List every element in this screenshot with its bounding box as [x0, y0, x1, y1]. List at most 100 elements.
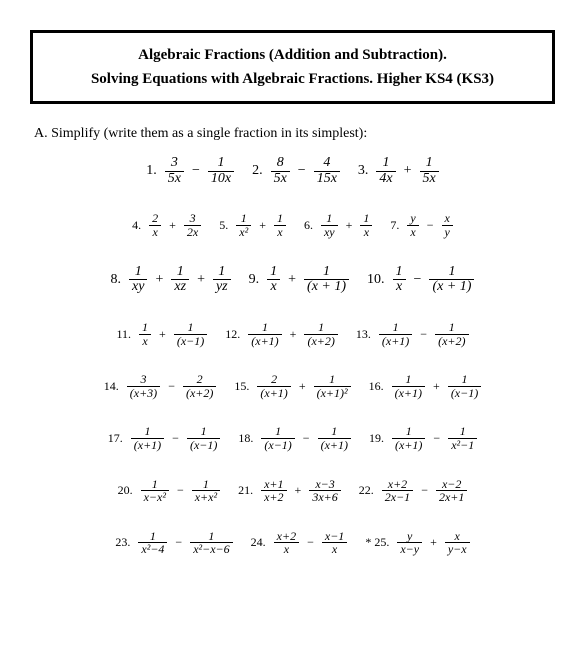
operator: −	[166, 379, 177, 394]
fraction: 1x	[267, 265, 280, 295]
problem-number: 8.	[111, 272, 122, 288]
title-line-2: Solving Equations with Algebraic Fractio…	[41, 67, 544, 91]
fraction: 32x	[184, 212, 201, 238]
fraction: 1(x−1)	[448, 373, 481, 399]
problem: 6.1xy+1x	[304, 212, 372, 238]
problem-row: 23.1x²−4−1x²−x−624.x+2x−x−1x* 25.yx−y+xy…	[30, 530, 555, 556]
problem: * 25.yx−y+xy−x	[365, 530, 469, 556]
fraction: 1(x+1)	[248, 321, 281, 347]
problem-number: 2.	[252, 163, 263, 179]
operator: −	[301, 431, 312, 446]
problem-number: 24.	[251, 535, 266, 550]
fraction: 1x−x²	[141, 478, 169, 504]
operator: +	[288, 327, 299, 342]
fraction: 1x+x²	[192, 478, 220, 504]
fraction: xy	[442, 212, 453, 238]
problem-number: 15.	[234, 379, 249, 394]
problem-number: 20.	[118, 483, 133, 498]
fraction: 2(x+2)	[183, 373, 216, 399]
operator: +	[153, 272, 165, 288]
fraction: 1x²−1	[448, 425, 477, 451]
fraction: 1(x+2)	[304, 321, 337, 347]
operator: −	[296, 163, 308, 179]
fraction: 1xy	[321, 212, 338, 238]
problem: 17. 1(x+1)−1(x−1)	[108, 425, 221, 451]
operator: +	[402, 163, 414, 179]
problem: 22.x+22x−1−x−22x+1	[359, 478, 468, 504]
problem-number: 18.	[238, 431, 253, 446]
problem: 15.2(x+1)+1(x+1)²	[234, 373, 350, 399]
fraction: 1(x+1)	[379, 321, 412, 347]
operator: −	[412, 272, 424, 288]
operator: +	[344, 218, 355, 233]
fraction: 110x	[208, 156, 234, 186]
problem-number: 21.	[238, 483, 253, 498]
fraction: 3(x+3)	[127, 373, 160, 399]
problem-number: 16.	[369, 379, 384, 394]
title-box: Algebraic Fractions (Addition and Subtra…	[30, 30, 555, 104]
problem: 9.1x+1(x + 1)	[249, 265, 349, 295]
operator: −	[170, 431, 181, 446]
problem-number: 10.	[367, 272, 385, 288]
fraction: 1(x−1)	[187, 425, 220, 451]
problem-number: 13.	[356, 327, 371, 342]
problem: 16.1(x+1)+1(x−1)	[369, 373, 482, 399]
fraction: 35x	[165, 156, 184, 186]
problem-number: 19.	[369, 431, 384, 446]
fraction: 2x	[149, 212, 161, 238]
fraction: 415x	[314, 156, 340, 186]
problem-number: 22.	[359, 483, 374, 498]
operator: +	[257, 218, 268, 233]
operator: −	[425, 218, 436, 233]
problem: 18.1(x−1)−1(x+1)	[238, 425, 351, 451]
fraction: 14x	[376, 156, 395, 186]
operator: +	[286, 272, 298, 288]
fraction: 1xz	[171, 265, 189, 295]
worksheet-page: Algebraic Fractions (Addition and Subtra…	[0, 0, 585, 612]
problem-number: 17.	[108, 431, 123, 446]
fraction: 1(x+1)²	[314, 373, 351, 399]
fraction: x+22x−1	[382, 478, 413, 504]
operator: −	[175, 483, 186, 498]
fraction: x−33x+6	[309, 478, 340, 504]
operator: +	[167, 218, 178, 233]
fraction: 1(x−1)	[261, 425, 294, 451]
problem: 3.14x+15x	[358, 156, 439, 186]
problem-number: 14.	[104, 379, 119, 394]
problem: 10.1x−1(x + 1)	[367, 265, 474, 295]
fraction: 1(x+1)	[392, 373, 425, 399]
fraction: 1yz	[213, 265, 231, 295]
problem-number: 6.	[304, 218, 313, 233]
problem-row: 4.2x+32x5.1x²+1x6.1xy+1x7.yx−xy	[30, 212, 555, 238]
operator: −	[431, 431, 442, 446]
fraction: yx−y	[397, 530, 422, 556]
fraction: 1(x+1)	[131, 425, 164, 451]
problem-number: 5.	[219, 218, 228, 233]
problem-row: 20.1x−x²−1x+x²21.x+1x+2+x−33x+622.x+22x−…	[30, 478, 555, 504]
problem-number: 4.	[132, 218, 141, 233]
fraction: 2(x+1)	[257, 373, 290, 399]
problem: 8.1xy+1xz+1yz	[111, 265, 231, 295]
fraction: 1x	[274, 212, 286, 238]
fraction: 1(x−1)	[174, 321, 207, 347]
problem-number: * 25.	[365, 535, 389, 550]
operator: −	[305, 535, 316, 550]
problem: 19.1(x+1)−1x²−1	[369, 425, 477, 451]
operator: −	[418, 327, 429, 342]
problem: 20. 1x−x²−1x+x²	[118, 478, 221, 504]
problem-number: 23.	[115, 535, 130, 550]
operator: −	[419, 483, 430, 498]
problem: 4. 2x +32x	[132, 212, 201, 238]
operator: +	[157, 327, 168, 342]
problem-number: 12.	[225, 327, 240, 342]
fraction: 1x	[139, 321, 151, 347]
problem-number: 7.	[390, 218, 399, 233]
problem: 23.1x²−4−1x²−x−6	[115, 530, 232, 556]
title-line-1: Algebraic Fractions (Addition and Subtra…	[41, 43, 544, 67]
fraction: 1x	[393, 265, 406, 295]
operator: −	[190, 163, 202, 179]
fraction: x+1x+2	[261, 478, 286, 504]
fraction: x−1x	[322, 530, 347, 556]
problem: 5.1x²+1x	[219, 212, 286, 238]
problem: 14. 3(x+3)−2(x+2)	[104, 373, 217, 399]
